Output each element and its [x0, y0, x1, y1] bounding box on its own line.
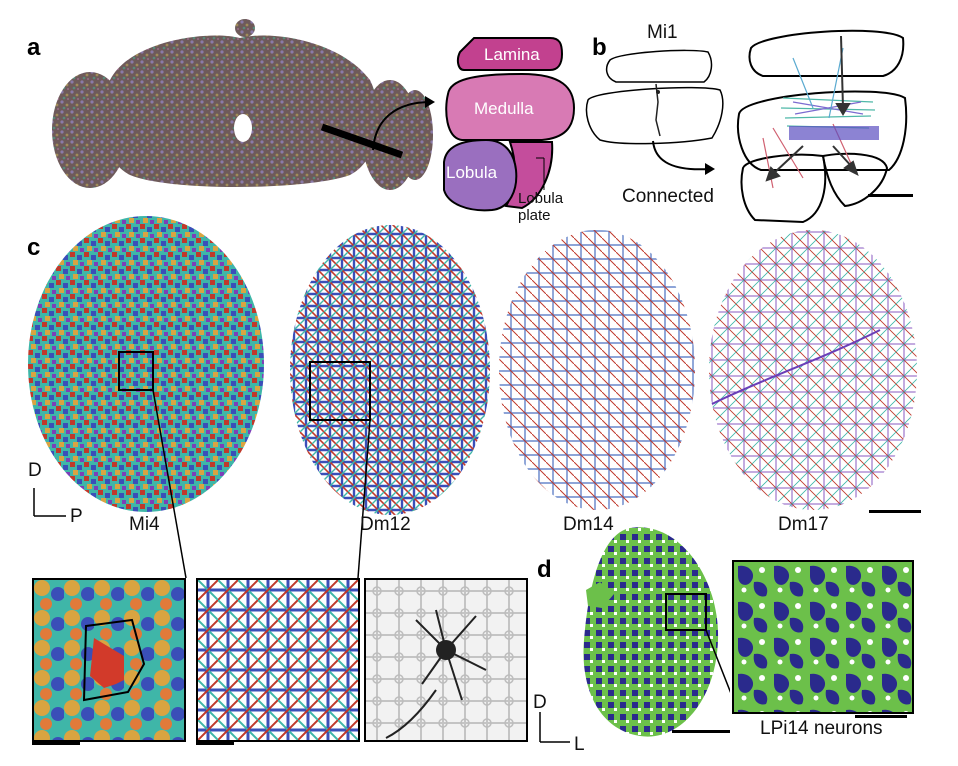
panel-label-a: a: [27, 34, 41, 61]
lamina-region: [456, 37, 564, 71]
dm12-mosaic: [290, 225, 490, 515]
mi4-zoom-inset: [32, 578, 186, 742]
mi1-label: Mi1: [647, 22, 678, 43]
mi4-zoom-box: [118, 351, 154, 391]
optic-lobe-schematic: Lamina Medulla Lobula: [443, 37, 576, 212]
section-line: [320, 123, 404, 159]
mi4-mosaic: [28, 216, 264, 512]
lpi14-zoom-inset: [732, 560, 914, 714]
lpi14-caption: LPi14 neurons: [760, 718, 883, 739]
lobula-label: Lobula: [446, 163, 498, 182]
dm17-mosaic: [709, 230, 917, 510]
medulla-region: [445, 72, 576, 141]
cell-type-label-dm17: Dm17: [778, 514, 829, 535]
lobula-plate-label: Lobula plate: [518, 190, 564, 225]
scale-bar-b: [868, 194, 913, 197]
curved-arrow: [372, 96, 435, 151]
cell-type-label-dm14: Dm14: [563, 514, 614, 535]
panel-label-b: b: [592, 34, 607, 61]
orientation-d-label-d: D: [533, 692, 547, 713]
orientation-l-label-d: L: [574, 734, 585, 755]
dm12-zoom-inset: [196, 578, 360, 742]
lpi14-render: [583, 527, 730, 737]
single-neuron-inset: [364, 578, 528, 742]
lobula-region: [443, 138, 518, 212]
cell-outline: [82, 618, 146, 702]
medulla-label: Medulla: [474, 99, 534, 118]
orientation-p-label: P: [70, 506, 83, 527]
scale-bar-d: [672, 730, 730, 733]
whole-brain-render: [52, 19, 433, 190]
orientation-d-label: D: [28, 460, 42, 481]
lpi14-zoom-box: [665, 593, 707, 631]
scale-bar-d-inset: [855, 715, 907, 718]
panel-label-d: d: [537, 556, 552, 583]
dm12-zoom-box: [309, 361, 371, 421]
scale-bar-c: [869, 510, 921, 513]
mi1-neuron-schematic: [585, 49, 724, 145]
cell-type-label-dm12: Dm12: [360, 514, 411, 535]
connected-label: Connected: [622, 186, 714, 207]
panel-label-c: c: [27, 234, 41, 261]
connected-arrow: [652, 140, 715, 175]
scale-bar-mi4-inset: [32, 742, 80, 745]
cell-type-label-mi4: Mi4: [129, 514, 160, 535]
scale-bar-dm12-inset: [196, 742, 234, 745]
dm14-mosaic: [499, 230, 695, 510]
connected-neurons-render: [737, 29, 908, 224]
lamina-label: Lamina: [484, 45, 540, 64]
